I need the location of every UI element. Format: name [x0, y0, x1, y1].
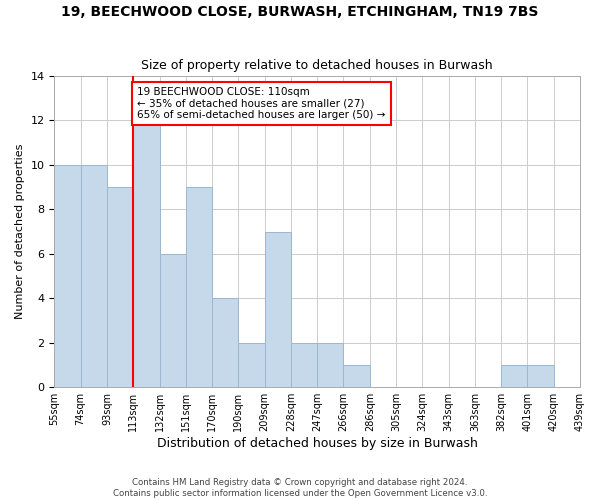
Bar — [527, 365, 554, 387]
Title: Size of property relative to detached houses in Burwash: Size of property relative to detached ho… — [142, 59, 493, 72]
Text: Contains HM Land Registry data © Crown copyright and database right 2024.
Contai: Contains HM Land Registry data © Crown c… — [113, 478, 487, 498]
Text: 19 BEECHWOOD CLOSE: 110sqm
← 35% of detached houses are smaller (27)
65% of semi: 19 BEECHWOOD CLOSE: 110sqm ← 35% of deta… — [137, 87, 386, 120]
Bar — [80, 165, 107, 387]
Bar — [238, 342, 265, 387]
Bar — [55, 165, 80, 387]
Bar — [343, 365, 370, 387]
Bar — [291, 342, 317, 387]
Bar — [212, 298, 238, 387]
Bar — [186, 187, 212, 387]
Y-axis label: Number of detached properties: Number of detached properties — [15, 144, 25, 320]
Bar — [107, 187, 133, 387]
Bar — [160, 254, 186, 387]
X-axis label: Distribution of detached houses by size in Burwash: Distribution of detached houses by size … — [157, 437, 478, 450]
Bar — [501, 365, 527, 387]
Bar — [265, 232, 291, 387]
Bar — [133, 120, 160, 387]
Text: 19, BEECHWOOD CLOSE, BURWASH, ETCHINGHAM, TN19 7BS: 19, BEECHWOOD CLOSE, BURWASH, ETCHINGHAM… — [61, 5, 539, 19]
Bar — [317, 342, 343, 387]
